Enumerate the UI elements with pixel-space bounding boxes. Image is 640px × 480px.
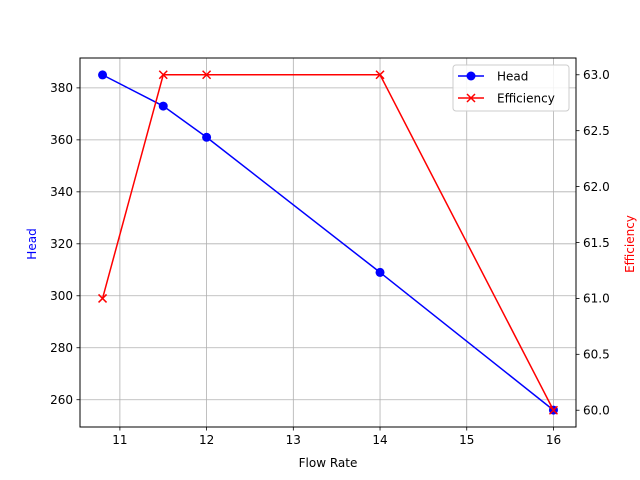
x-tick-label: 16 [546, 433, 561, 447]
efficiency-point [158, 70, 168, 80]
grid-lines [80, 58, 576, 427]
efficiency-point [202, 70, 212, 80]
y2-tick-label: 61.0 [583, 292, 610, 306]
y-tick-label: 280 [50, 341, 73, 355]
x-tick-label: 13 [286, 433, 301, 447]
head-line [102, 74, 554, 411]
legend-head-label: Head [497, 70, 528, 84]
y2-tick-label: 62.5 [583, 124, 610, 138]
x-tick-label: 12 [199, 433, 214, 447]
y-axis-left-label: Head [25, 228, 39, 259]
y-axis-left-ticks: 260 280 300 320 340 360 380 [50, 81, 80, 407]
y-tick-label: 320 [50, 237, 73, 251]
legend-efficiency-marker-icon [466, 93, 476, 103]
head-point [158, 101, 168, 111]
x-axis-ticks: 11 12 13 14 15 16 [112, 427, 561, 447]
series-head [98, 70, 558, 415]
head-point [202, 132, 212, 142]
y2-tick-label: 63.0 [583, 68, 610, 82]
efficiency-point [548, 405, 558, 415]
y-tick-label: 340 [50, 185, 73, 199]
y-tick-label: 360 [50, 133, 73, 147]
y2-tick-label: 60.5 [583, 348, 610, 362]
y2-tick-label: 61.5 [583, 236, 610, 250]
x-axis-label: Flow Rate [299, 456, 358, 470]
y2-tick-label: 60.0 [583, 404, 610, 418]
legend-efficiency-label: Efficiency [497, 92, 555, 106]
efficiency-line [101, 74, 555, 411]
legend-head-marker-icon [466, 71, 476, 81]
y-tick-label: 380 [50, 81, 73, 95]
x-tick-label: 15 [459, 433, 474, 447]
series-efficiency [98, 70, 558, 415]
efficiency-point [375, 70, 385, 80]
y-axis-right-ticks: 60.0 60.5 61.0 61.5 62.0 62.5 63.0 [576, 68, 610, 418]
plot-frame [79, 57, 577, 428]
y2-tick-label: 62.0 [583, 180, 610, 194]
head-point [375, 267, 385, 277]
head-point [98, 70, 108, 80]
legend: Head Efficiency [452, 64, 570, 112]
y-axis-right-label: Efficiency [623, 215, 637, 273]
x-tick-label: 11 [112, 433, 127, 447]
x-tick-label: 14 [372, 433, 387, 447]
y-tick-label: 300 [50, 289, 73, 303]
efficiency-point [98, 293, 108, 303]
y-tick-label: 260 [50, 393, 73, 407]
